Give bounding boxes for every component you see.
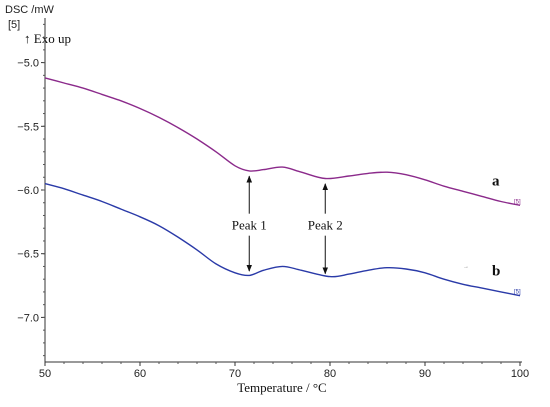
series-line-b	[44, 182, 521, 297]
series-end-marker: [5]	[514, 290, 521, 296]
x-tick-label: 70	[229, 368, 241, 380]
small-mark: →	[463, 264, 469, 270]
x-tick-label: 90	[419, 368, 431, 380]
y-tick-label: −7.0	[17, 312, 39, 324]
series-end-marker: [5]	[514, 199, 521, 205]
ticks: 50 60 70 80 90 100 −5.0 −5.5 −6.0 −6.5 −7.0	[17, 23, 529, 380]
y-axis-title: DSC /mW	[5, 4, 55, 16]
y-tick-label: −6.0	[17, 185, 39, 197]
y-tick-label: −5.0	[17, 58, 39, 70]
y-tick-label: −6.5	[17, 249, 39, 261]
series-label-a: a	[492, 173, 500, 189]
annotation-layer: Peak 1 Peak 2 →	[232, 175, 469, 275]
series-line-a	[44, 77, 521, 206]
x-tick-label: 80	[324, 368, 336, 380]
y-tick-label: −5.5	[17, 121, 39, 133]
x-tick-label: 50	[39, 368, 51, 380]
series-label-b: b	[492, 264, 500, 280]
x-tick-label: 60	[134, 368, 146, 380]
axes	[44, 18, 522, 363]
peak-label: Peak 1	[232, 218, 267, 233]
x-axis-title: Temperature / °C	[237, 380, 326, 395]
exo-up-note: ↑ Exo up	[24, 31, 71, 46]
y-unit-marker: [5]	[8, 19, 20, 31]
peak-label: Peak 2	[308, 218, 343, 233]
series-layer: a [5] b [5]	[44, 77, 521, 297]
x-tick-label: 100	[511, 368, 529, 380]
